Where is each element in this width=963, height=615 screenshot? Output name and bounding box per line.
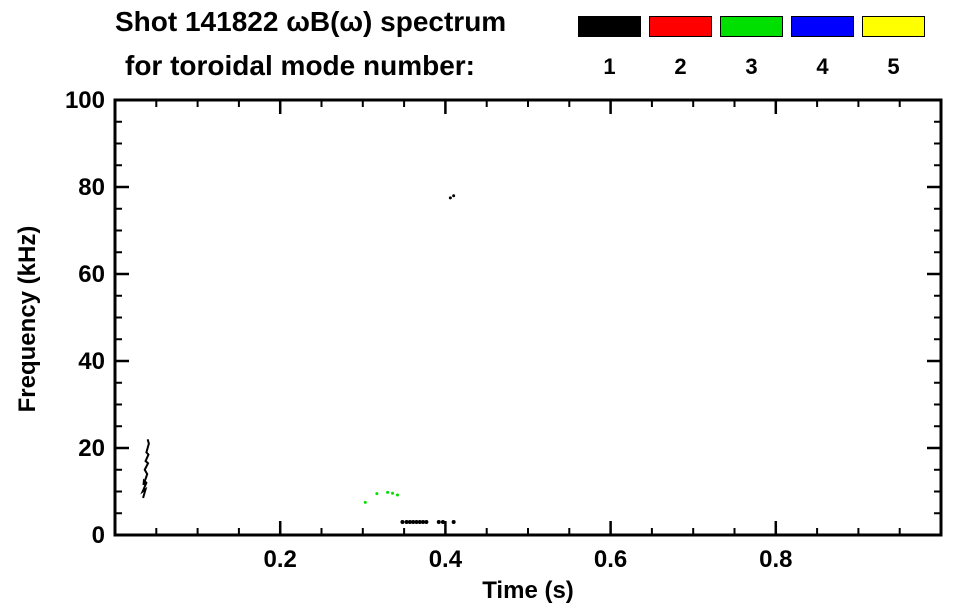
- y-tick-label: 100: [65, 87, 105, 114]
- series-point-n1-low-frequency-activity: [451, 519, 456, 524]
- series-point-n1-low-frequency-activity: [421, 519, 426, 524]
- y-tick-label: 80: [78, 174, 105, 201]
- series-point-n1-low-frequency-activity: [417, 519, 422, 524]
- x-tick-label: 0.8: [759, 546, 792, 573]
- series-point-n1-low-frequency-activity: [440, 519, 445, 524]
- legend-entry-n3: 3: [720, 16, 783, 78]
- mode-number-legend: 1 2 3 4 5: [578, 16, 925, 78]
- y-tick-label: 60: [78, 261, 105, 288]
- series-point-n1-low-frequency-activity: [411, 519, 416, 524]
- legend-entry-n1: 1: [578, 16, 641, 78]
- series-point-n1-low-frequency-activity: [424, 519, 429, 524]
- series-point-n1-low-frequency-activity: [436, 519, 441, 524]
- series-point-n3-low-frequency-activity: [386, 490, 390, 494]
- series-point-n1-low-frequency-activity: [400, 519, 405, 524]
- legend-swatch-n2: [649, 16, 712, 37]
- series-point-n3-low-frequency-activity: [395, 493, 399, 497]
- legend-entry-n4: 4: [791, 16, 854, 78]
- x-tick-label: 0.2: [264, 546, 297, 573]
- chart-subtitle: for toroidal mode number:: [125, 50, 475, 81]
- legend-swatch-n4: [791, 16, 854, 37]
- series-point-n3-low-frequency-activity: [375, 492, 379, 496]
- series-point-n3-low-frequency-activity: [363, 500, 367, 504]
- series-point-n1-high-frequency-mark: [448, 196, 452, 200]
- legend-swatch-n3: [720, 16, 783, 37]
- legend-label-n2: 2: [674, 54, 687, 79]
- x-tick-label: 0.4: [429, 546, 463, 573]
- y-tick-label: 20: [78, 435, 105, 462]
- legend-label-n4: 4: [816, 54, 829, 79]
- series-n1-startup-burst: [140, 439, 150, 499]
- y-tick-label: 40: [78, 348, 105, 375]
- legend-entry-n2: 2: [649, 16, 712, 78]
- y-tick-label: 0: [92, 522, 105, 549]
- series-point-n1-low-frequency-activity: [404, 519, 409, 524]
- series-point-n1-low-frequency-activity: [414, 519, 419, 524]
- legend-entry-n5: 5: [862, 16, 925, 78]
- x-tick-label: 0.6: [594, 546, 627, 573]
- series-point-n1-low-frequency-activity: [407, 519, 412, 524]
- legend-label-n3: 3: [745, 54, 758, 79]
- legend-label-n1: 1: [603, 54, 616, 79]
- series-point-n3-low-frequency-activity: [391, 491, 395, 495]
- x-axis-label: Time (s): [482, 577, 574, 604]
- chart-title: Shot 141822 ωB(ω) spectrum: [115, 6, 507, 37]
- legend-swatch-n1: [578, 16, 641, 37]
- plot-frame: [113, 98, 943, 537]
- legend-swatch-n5: [862, 16, 925, 37]
- legend-label-n5: 5: [887, 54, 900, 79]
- series-point-n1-high-frequency-mark: [452, 194, 456, 198]
